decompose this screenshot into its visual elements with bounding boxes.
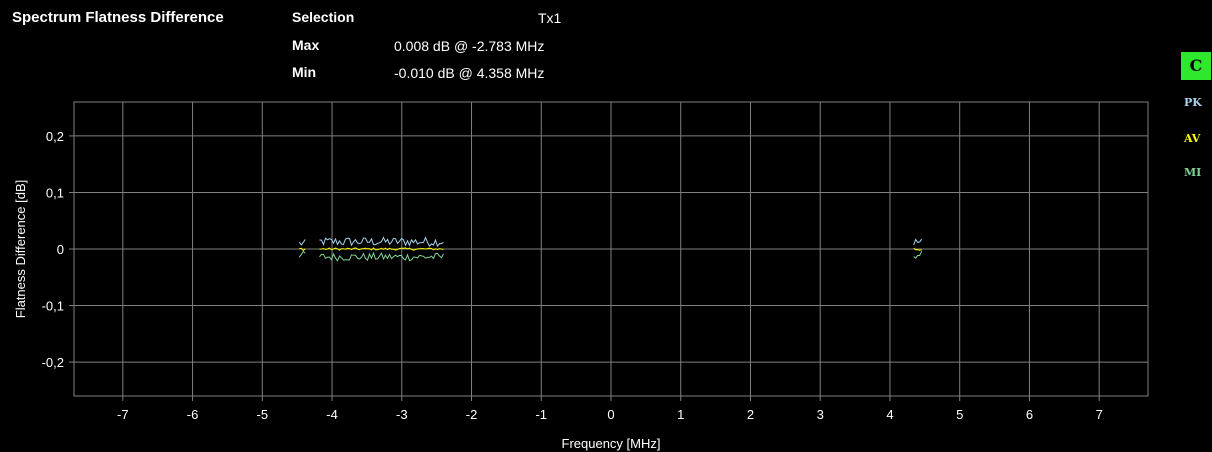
x-tick-label: 3 xyxy=(817,407,824,422)
series-group xyxy=(298,236,923,262)
chart-title: Spectrum Flatness Difference xyxy=(12,9,224,26)
selection-label: Selection xyxy=(292,9,355,25)
x-tick-label: 2 xyxy=(747,407,754,422)
series-pk-segment-1 xyxy=(298,239,306,246)
clear-trace-button[interactable]: C xyxy=(1181,52,1211,80)
tick-labels: -7 -6 -5 -4 -3 -2 -1 0 1 2 3 4 5 6 7 0,2 0,1 0 -0,1 -0,2 xyxy=(42,129,1103,422)
x-tick-label: -5 xyxy=(257,407,269,422)
x-tick-label: 6 xyxy=(1026,407,1033,422)
x-tick-label: 5 xyxy=(956,407,963,422)
min-value: -0.010 dB @ 4.358 MHz xyxy=(394,65,545,81)
y-tick-label: 0,1 xyxy=(46,185,64,200)
x-tick-label: 7 xyxy=(1096,407,1103,422)
series-mi-segment-2 xyxy=(319,251,444,262)
x-tick-label: -7 xyxy=(117,407,129,422)
mi-trace-label[interactable]: MI xyxy=(1184,166,1202,179)
series-av-segment-1 xyxy=(299,247,306,252)
x-tick-label: 1 xyxy=(677,407,684,422)
selection-value[interactable]: Tx1 xyxy=(538,10,562,26)
x-tick-label: -3 xyxy=(396,407,408,422)
x-tick-label: -2 xyxy=(466,407,478,422)
y-tick-label: -0,1 xyxy=(42,299,64,314)
series-av-segment-2 xyxy=(319,247,444,251)
x-tick-label: 4 xyxy=(886,407,893,422)
x-tick-label: -6 xyxy=(187,407,199,422)
y-tick-label: -0,2 xyxy=(42,355,64,370)
x-tick-label: -4 xyxy=(326,407,338,422)
y-tick-label: 0 xyxy=(57,242,64,257)
max-label: Max xyxy=(292,37,320,53)
x-axis-label: Frequency [MHz] xyxy=(562,436,661,451)
x-tick-label: 0 xyxy=(607,407,614,422)
av-trace-label[interactable]: AV xyxy=(1184,132,1201,145)
series-av-segment-3 xyxy=(913,247,922,251)
x-tick-label: -1 xyxy=(535,407,547,422)
min-label: Min xyxy=(292,64,317,80)
series-mi-segment-1 xyxy=(298,250,306,258)
series-mi-segment-3 xyxy=(913,250,923,260)
y-tick-label: 0,2 xyxy=(46,129,64,144)
grid-lines xyxy=(69,102,1148,401)
y-axis-label: Flatness Difference [dB] xyxy=(13,180,28,319)
series-pk-segment-3 xyxy=(913,238,923,245)
series-pk-segment-2 xyxy=(319,236,444,248)
max-value: 0.008 dB @ -2.783 MHz xyxy=(394,38,545,54)
pk-trace-label[interactable]: PK xyxy=(1184,96,1202,109)
